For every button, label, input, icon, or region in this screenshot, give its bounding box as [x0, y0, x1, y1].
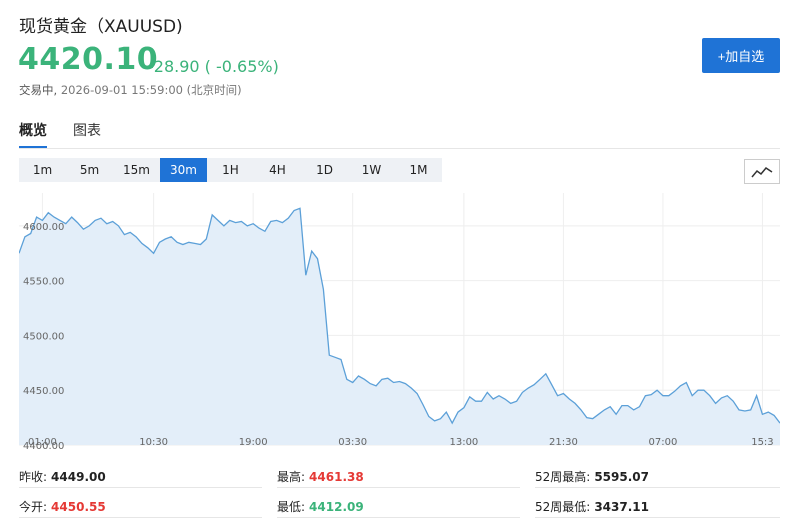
x-tick-label: 03:30 [338, 437, 367, 448]
stat-divider [535, 487, 780, 488]
range-1w[interactable]: 1W [361, 163, 382, 177]
tabs-divider [19, 148, 780, 149]
y-tick-label: 4450.00 [23, 386, 64, 397]
stat-divider [277, 517, 520, 518]
x-tick-label: 07:00 [649, 437, 678, 448]
x-tick-label: 10:30 [139, 437, 168, 448]
x-tick-label: 21:30 [549, 437, 578, 448]
stat-low-value: 4412.09 [309, 500, 364, 514]
view-tabs: 概览 图表 [19, 120, 101, 148]
stat-52w-low: 52周最低: 3437.11 [535, 498, 649, 515]
range-30m[interactable]: 30m [160, 158, 207, 182]
x-tick-label: 01:00 [28, 437, 57, 448]
stat-open-value: 4450.55 [51, 500, 106, 514]
chart-type-button[interactable] [744, 159, 780, 184]
stat-low-label: 最低: [277, 500, 306, 514]
stat-low: 最低: 4412.09 [277, 498, 364, 515]
y-tick-label: 4500.00 [23, 331, 64, 342]
range-1m[interactable]: 1m [32, 163, 53, 177]
add-to-watchlist-button[interactable]: +加自选 [702, 38, 780, 73]
stat-divider [277, 487, 520, 488]
stat-52w-high-label: 52周最高: [535, 470, 591, 484]
stat-prev-close-value: 4449.00 [51, 470, 106, 484]
price-area [19, 208, 780, 445]
y-axis-labels: 4400.00 4450.00 4500.00 4550.00 4600.00 [23, 222, 64, 452]
price-chart-svg: 4400.00 4450.00 4500.00 4550.00 4600.00 01:0… [18, 193, 781, 452]
instrument-title: 现货黄金（XAUUSD) [19, 17, 183, 37]
range-4h[interactable]: 4H [269, 163, 286, 177]
stat-divider [19, 517, 262, 518]
trading-status-label: 交易中, [19, 83, 58, 97]
stat-open-label: 今开: [19, 500, 48, 514]
tab-chart[interactable]: 图表 [73, 123, 101, 139]
stat-high-label: 最高: [277, 470, 306, 484]
current-price: 4420.10 [18, 42, 159, 77]
timeframe-selector: 1m 5m 15m 30m 1H 4H 1D 1W 1M [19, 158, 442, 182]
range-1d[interactable]: 1D [316, 163, 333, 177]
stat-52w-low-label: 52周最低: [535, 500, 591, 514]
stat-52w-high: 52周最高: 5595.07 [535, 468, 649, 485]
stat-prev-close: 昨收: 4449.00 [19, 468, 106, 485]
tab-overview[interactable]: 概览 [19, 120, 47, 148]
price-chart: 4400.00 4450.00 4500.00 4550.00 4600.00 01:0… [18, 193, 781, 452]
price-change: -28.90 ( -0.65%) [148, 57, 279, 76]
price-line [18, 207, 781, 425]
y-tick-label: 4400.00 [23, 441, 64, 449]
range-1h[interactable]: 1H [222, 163, 239, 177]
x-tick-label: 19:00 [239, 437, 268, 448]
stat-52w-high-value: 5595.07 [594, 470, 649, 484]
stat-high-value: 4461.38 [309, 470, 364, 484]
trading-status: 交易中, 2026-09-01 15:59:00 (北京时间) [19, 82, 242, 98]
x-axis-labels: 01:00 10:30 19:00 03:30 13:00 21:30 07:00 15:3 [28, 437, 774, 448]
range-1mo[interactable]: 1M [409, 163, 428, 177]
stat-high: 最高: 4461.38 [277, 468, 364, 485]
line-chart-icon [751, 166, 773, 177]
y-tick-label: 4550.00 [23, 277, 64, 288]
trading-timestamp: 2026-09-01 15:59:00 (北京时间) [60, 83, 242, 97]
stat-divider [19, 487, 262, 488]
x-tick-label: 13:00 [449, 437, 478, 448]
stat-52w-low-value: 3437.11 [594, 500, 649, 514]
stat-open: 今开: 4450.55 [19, 498, 106, 515]
stat-divider [535, 517, 780, 518]
range-15m[interactable]: 15m [123, 163, 150, 177]
x-tick-label: 15:3 [751, 437, 773, 448]
range-5m[interactable]: 5m [79, 163, 100, 177]
y-tick-label: 4600.00 [23, 222, 64, 233]
stat-prev-close-label: 昨收: [19, 470, 48, 484]
